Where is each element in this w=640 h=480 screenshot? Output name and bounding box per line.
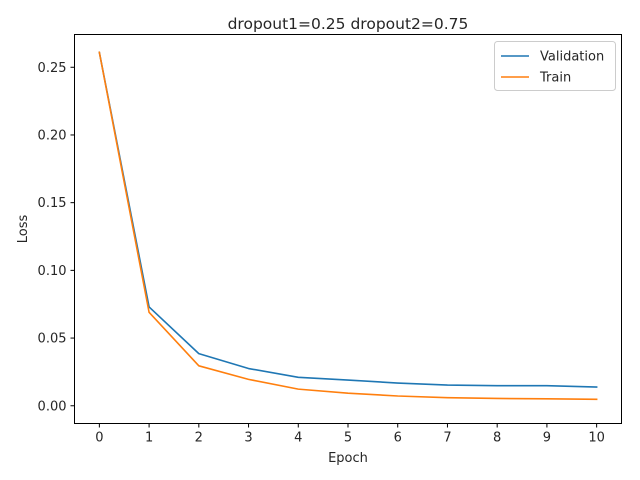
series-line-validation bbox=[98, 51, 598, 388]
y-axis: 0.00 0.05 0.10 0.15 0.20 0.25 bbox=[38, 61, 75, 414]
x-tick-label: 2 bbox=[195, 431, 203, 446]
y-tick-label: 0.20 bbox=[38, 128, 67, 143]
x-tick-label: 4 bbox=[294, 431, 302, 446]
x-tick-label: 6 bbox=[394, 431, 402, 446]
x-tick-label: 8 bbox=[493, 431, 501, 446]
y-axis-label: Loss bbox=[16, 215, 31, 244]
legend-label-train: Train bbox=[539, 71, 571, 86]
x-tick-label: 7 bbox=[443, 431, 451, 446]
x-axis-label: Epoch bbox=[328, 451, 368, 466]
y-tick-label: 0.00 bbox=[38, 399, 67, 414]
chart-title: dropout1=0.25 dropout2=0.75 bbox=[228, 15, 469, 33]
x-tick-label: 5 bbox=[344, 431, 352, 446]
y-tick-label: 0.25 bbox=[38, 61, 67, 76]
y-tick-label: 0.10 bbox=[38, 264, 67, 279]
series-line-train bbox=[98, 51, 598, 401]
legend-label-validation: Validation bbox=[540, 50, 604, 65]
y-tick-label: 0.05 bbox=[38, 332, 67, 347]
x-tick-label: 1 bbox=[145, 431, 153, 446]
x-tick-label: 0 bbox=[95, 431, 103, 446]
x-tick-label: 9 bbox=[543, 431, 551, 446]
legend-box bbox=[494, 41, 616, 91]
legend: Validation Train bbox=[494, 41, 616, 91]
x-tick-label: 3 bbox=[244, 431, 252, 446]
series-lines bbox=[98, 51, 598, 401]
x-tick-label: 10 bbox=[588, 431, 605, 446]
y-tick-label: 0.15 bbox=[38, 196, 67, 211]
plot-area-frame bbox=[74, 34, 622, 424]
x-axis: 0 1 2 3 4 5 6 7 8 9 10 bbox=[95, 423, 605, 446]
